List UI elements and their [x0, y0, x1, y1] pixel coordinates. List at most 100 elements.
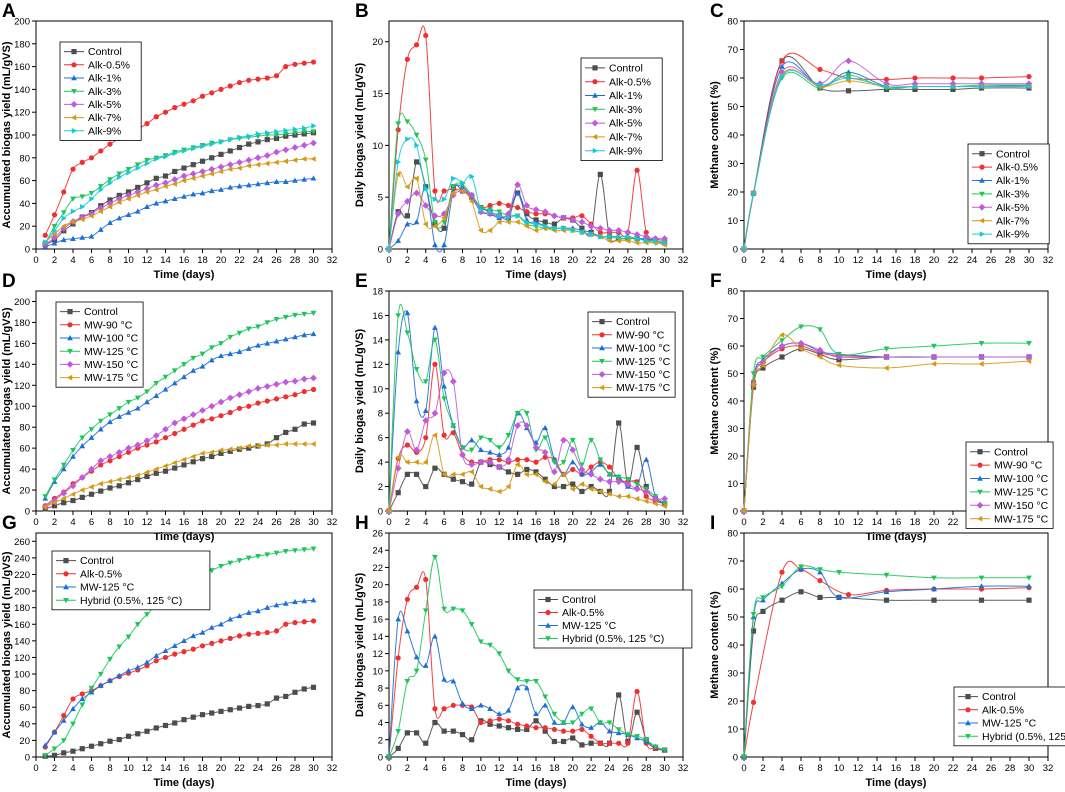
- data-point: [190, 162, 196, 168]
- x-tick-label: 12: [853, 255, 864, 266]
- data-point: [135, 476, 141, 483]
- data-point: [310, 139, 317, 147]
- x-tick-label: 20: [216, 255, 227, 266]
- legend-label: MW-125 °C: [994, 487, 1049, 499]
- data-point: [440, 369, 448, 377]
- data-point: [236, 330, 243, 336]
- data-point: [70, 497, 76, 504]
- legend-swatch-marker: [71, 127, 77, 134]
- data-point: [496, 651, 503, 657]
- x-tick-label: 24: [604, 763, 615, 774]
- legend-swatch-marker: [592, 79, 598, 85]
- series-line-2: [45, 177, 314, 248]
- y-tick-label: 0: [378, 245, 383, 256]
- data-point: [542, 424, 549, 431]
- panel-i: I0 2 4 6 8 10 12 14 16 18 20 22 24 26 28 30 320102030405…: [709, 513, 1065, 789]
- y-axis-title: Methane content (%): [709, 347, 721, 455]
- data-point: [162, 425, 169, 433]
- data-point: [209, 640, 215, 646]
- data-point: [152, 432, 160, 439]
- legend-swatch-marker: [71, 75, 77, 81]
- data-point: [51, 497, 58, 504]
- y-tick-label: 120: [14, 381, 30, 392]
- data-point: [237, 134, 243, 141]
- data-point: [578, 481, 585, 487]
- data-point: [236, 612, 243, 619]
- data-point: [227, 83, 233, 89]
- data-point: [550, 212, 558, 220]
- panel-letter: H: [355, 513, 369, 534]
- data-point: [125, 667, 132, 673]
- data-point: [107, 677, 113, 683]
- data-point: [153, 114, 159, 120]
- data-point: [779, 332, 785, 338]
- data-point: [432, 337, 438, 343]
- data-point: [226, 161, 234, 169]
- legend-label: Alk-0.5%: [80, 568, 122, 580]
- x-tick-label: 20: [216, 763, 227, 774]
- data-point: [172, 720, 178, 726]
- data-point: [144, 612, 150, 618]
- data-point: [227, 148, 233, 154]
- data-point: [413, 189, 420, 197]
- data-point: [292, 61, 298, 67]
- data-point: [495, 463, 503, 471]
- data-point: [817, 66, 823, 73]
- data-point: [422, 417, 430, 424]
- legend-box: [533, 589, 693, 649]
- panel-d: D0 2 4 6 8 10 12 14 16 18 20 22 24 26 28 30 320204060801…: [1, 271, 337, 543]
- data-point: [135, 731, 141, 737]
- data-point: [51, 499, 57, 506]
- x-tick-label: 24: [253, 255, 264, 266]
- data-point: [310, 386, 317, 393]
- panel-letter: A: [2, 1, 16, 22]
- data-point: [779, 569, 785, 575]
- data-point: [144, 203, 150, 210]
- legend-swatch-marker: [545, 596, 551, 603]
- data-point: [199, 168, 206, 175]
- data-point: [153, 392, 160, 398]
- x-tick-label: 28: [1005, 763, 1016, 774]
- data-point: [282, 336, 289, 342]
- data-point: [292, 177, 298, 183]
- data-point: [404, 730, 410, 736]
- data-point: [152, 181, 160, 189]
- data-point: [560, 720, 567, 726]
- data-point: [751, 190, 757, 197]
- data-point: [551, 459, 558, 466]
- data-point: [208, 624, 215, 630]
- y-tick-label: 10: [727, 725, 738, 736]
- data-point: [199, 418, 206, 424]
- legend-label: MW-100 °C: [994, 473, 1049, 485]
- data-point: [246, 403, 252, 409]
- data-point: [468, 198, 474, 205]
- x-tick-label: 2: [760, 763, 765, 774]
- data-point: [60, 236, 67, 243]
- x-tick-label: 28: [290, 255, 301, 266]
- data-point: [218, 413, 224, 419]
- y-tick-label: 160: [14, 62, 30, 73]
- x-tick-label: 30: [308, 763, 319, 774]
- data-point: [144, 469, 150, 476]
- data-point: [255, 181, 261, 187]
- data-point: [551, 726, 557, 733]
- legend-swatch-marker: [67, 322, 73, 328]
- data-point: [162, 468, 169, 474]
- data-point: [134, 208, 141, 214]
- data-point: [541, 448, 549, 456]
- data-point: [432, 465, 438, 471]
- data-point: [798, 589, 804, 595]
- data-point: [514, 461, 520, 468]
- data-point: [236, 445, 242, 452]
- x-tick-label: 0: [33, 255, 38, 266]
- data-point: [125, 480, 132, 486]
- x-tick-label: 2: [405, 517, 410, 528]
- series-line-6: [44, 125, 314, 243]
- data-point: [310, 441, 316, 447]
- data-point: [116, 413, 123, 419]
- data-point: [760, 354, 766, 360]
- legend-label: Alk-0.5%: [996, 162, 1038, 174]
- x-tick-label: 8: [817, 517, 822, 528]
- x-tick-label: 26: [623, 255, 634, 266]
- panel-f: F024681012141618202224262830320102030405…: [709, 271, 1054, 543]
